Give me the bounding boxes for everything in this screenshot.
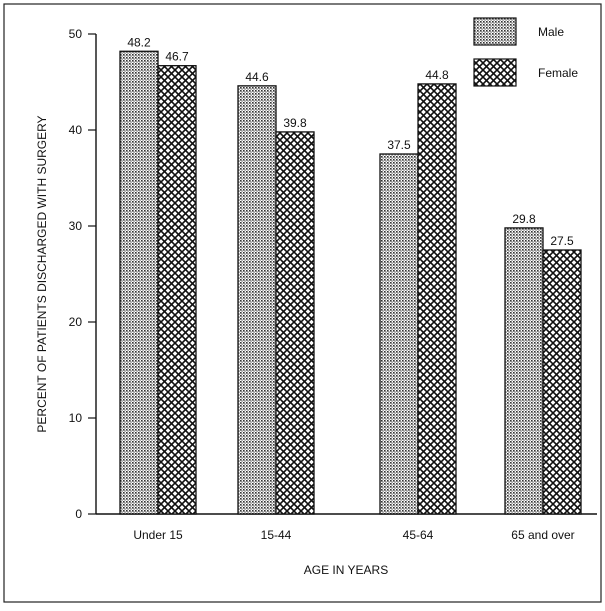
data-label: 44.6 <box>245 70 269 84</box>
data-label: 29.8 <box>512 212 536 226</box>
y-tick-label: 20 <box>69 315 83 329</box>
chart-frame <box>3 3 602 603</box>
data-label: 46.7 <box>165 50 189 64</box>
bar-male <box>119 50 159 515</box>
data-label: 39.8 <box>283 116 307 130</box>
y-axis-label: PERCENT OF PATIENTS DISCHARGED WITH SURG… <box>35 115 49 432</box>
y-tick-label: 50 <box>69 27 83 41</box>
x-tick-label: 15-44 <box>261 528 292 542</box>
data-label: 48.2 <box>127 35 151 49</box>
bar-female <box>157 65 197 515</box>
y-tick-label: 30 <box>69 219 83 233</box>
x-axis-tick-labels: Under 15 15-44 45-64 65 and over <box>133 528 574 542</box>
x-tick-label: 65 and over <box>511 528 574 542</box>
x-tick-label: 45-64 <box>403 528 434 542</box>
bar-male <box>379 153 419 515</box>
legend: Male Female <box>473 17 578 87</box>
bar-female <box>417 83 457 515</box>
y-tick-label: 40 <box>69 123 83 137</box>
data-label: 37.5 <box>387 138 411 152</box>
y-tick-label: 0 <box>75 507 82 521</box>
bars-group: 48.2 46.7 44.6 39.8 37.5 44.8 29.8 27.5 <box>119 35 582 515</box>
legend-swatch-male <box>473 17 517 46</box>
bar-male <box>237 85 277 515</box>
data-label: 27.5 <box>550 234 574 248</box>
bar-female <box>275 131 315 515</box>
legend-swatch-female <box>473 58 517 87</box>
x-tick-label: Under 15 <box>133 528 183 542</box>
x-axis-label: AGE IN YEARS <box>304 563 388 577</box>
legend-label-male: Male <box>538 25 564 39</box>
bar-male <box>504 227 544 515</box>
legend-label-female: Female <box>538 66 578 80</box>
data-label: 44.8 <box>425 68 449 82</box>
bar-female <box>542 249 582 515</box>
y-tick-label: 10 <box>69 411 83 425</box>
y-axis-ticks: 0 10 20 30 40 50 <box>69 27 96 521</box>
